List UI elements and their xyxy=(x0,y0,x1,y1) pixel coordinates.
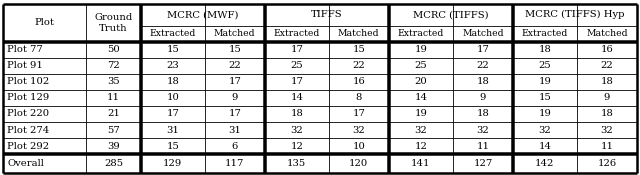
Text: Plot 91: Plot 91 xyxy=(7,61,43,70)
Text: 18: 18 xyxy=(476,110,490,118)
Text: 18: 18 xyxy=(600,77,613,86)
Text: Plot 220: Plot 220 xyxy=(7,110,49,118)
Text: MCRC (TIFFS) Hyp: MCRC (TIFFS) Hyp xyxy=(525,10,625,19)
Text: 16: 16 xyxy=(353,77,365,86)
Text: 120: 120 xyxy=(349,159,369,168)
Text: 10: 10 xyxy=(353,142,365,151)
Text: 15: 15 xyxy=(353,45,365,54)
Text: 25: 25 xyxy=(415,61,428,70)
Text: 8: 8 xyxy=(356,93,362,102)
Text: Plot 102: Plot 102 xyxy=(7,77,49,86)
Text: Extracted: Extracted xyxy=(397,29,444,38)
Text: 18: 18 xyxy=(538,45,551,54)
Text: 32: 32 xyxy=(353,125,365,135)
Text: 17: 17 xyxy=(228,110,241,118)
Text: Matched: Matched xyxy=(586,29,628,38)
Text: Plot: Plot xyxy=(35,18,54,27)
Text: 135: 135 xyxy=(287,159,307,168)
Text: 127: 127 xyxy=(473,159,492,168)
Text: Extracted: Extracted xyxy=(522,29,568,38)
Text: 19: 19 xyxy=(414,45,428,54)
Text: 141: 141 xyxy=(411,159,431,168)
Text: 12: 12 xyxy=(414,142,428,151)
Text: 31: 31 xyxy=(228,125,241,135)
Text: 9: 9 xyxy=(479,93,486,102)
Text: 19: 19 xyxy=(414,110,428,118)
Text: 18: 18 xyxy=(600,110,613,118)
Text: 17: 17 xyxy=(476,45,490,54)
Text: 39: 39 xyxy=(108,142,120,151)
Text: MCRC (MWF): MCRC (MWF) xyxy=(167,10,239,19)
Text: Plot 129: Plot 129 xyxy=(7,93,49,102)
Text: Plot 77: Plot 77 xyxy=(7,45,43,54)
Text: 17: 17 xyxy=(228,77,241,86)
Text: 22: 22 xyxy=(228,61,241,70)
Text: 11: 11 xyxy=(476,142,490,151)
Text: 126: 126 xyxy=(597,159,616,168)
Text: 25: 25 xyxy=(538,61,551,70)
Text: 6: 6 xyxy=(232,142,238,151)
Text: 10: 10 xyxy=(166,93,179,102)
Text: 19: 19 xyxy=(538,77,551,86)
Text: 50: 50 xyxy=(108,45,120,54)
Text: 17: 17 xyxy=(166,110,179,118)
Text: 9: 9 xyxy=(604,93,610,102)
Text: 32: 32 xyxy=(538,125,551,135)
Text: 35: 35 xyxy=(108,77,120,86)
Text: 20: 20 xyxy=(415,77,428,86)
Text: Plot 292: Plot 292 xyxy=(7,142,49,151)
Text: 57: 57 xyxy=(108,125,120,135)
Text: 17: 17 xyxy=(291,45,303,54)
Text: 16: 16 xyxy=(600,45,613,54)
Text: 31: 31 xyxy=(166,125,179,135)
Text: 11: 11 xyxy=(107,93,120,102)
Text: 15: 15 xyxy=(166,142,179,151)
Text: 17: 17 xyxy=(291,77,303,86)
Text: 12: 12 xyxy=(291,142,303,151)
Text: 142: 142 xyxy=(535,159,555,168)
Text: Extracted: Extracted xyxy=(150,29,196,38)
Text: 32: 32 xyxy=(476,125,489,135)
Text: 14: 14 xyxy=(538,142,552,151)
Text: 11: 11 xyxy=(600,142,613,151)
Text: 117: 117 xyxy=(225,159,244,168)
Text: 9: 9 xyxy=(232,93,238,102)
Text: MCRC (TIFFS): MCRC (TIFFS) xyxy=(413,10,489,19)
Text: 22: 22 xyxy=(600,61,613,70)
Text: Matched: Matched xyxy=(214,29,255,38)
Text: Plot 274: Plot 274 xyxy=(7,125,49,135)
Text: Overall: Overall xyxy=(7,159,44,168)
Text: 22: 22 xyxy=(476,61,489,70)
Text: 18: 18 xyxy=(476,77,490,86)
Text: Matched: Matched xyxy=(338,29,380,38)
Text: 21: 21 xyxy=(107,110,120,118)
Text: 32: 32 xyxy=(600,125,613,135)
Text: 14: 14 xyxy=(291,93,303,102)
Text: 17: 17 xyxy=(353,110,365,118)
Text: 129: 129 xyxy=(163,159,182,168)
Text: 22: 22 xyxy=(353,61,365,70)
Text: 32: 32 xyxy=(291,125,303,135)
Text: 14: 14 xyxy=(414,93,428,102)
Text: 285: 285 xyxy=(104,159,123,168)
Text: Extracted: Extracted xyxy=(273,29,320,38)
Text: TIFFS: TIFFS xyxy=(311,10,342,19)
Text: 18: 18 xyxy=(291,110,303,118)
Text: 32: 32 xyxy=(415,125,428,135)
Text: 72: 72 xyxy=(108,61,120,70)
Text: 15: 15 xyxy=(538,93,551,102)
Text: 19: 19 xyxy=(538,110,551,118)
Text: 15: 15 xyxy=(166,45,179,54)
Text: Ground
Truth: Ground Truth xyxy=(95,13,132,33)
Text: Matched: Matched xyxy=(462,29,504,38)
Text: 18: 18 xyxy=(166,77,179,86)
Text: 25: 25 xyxy=(291,61,303,70)
Text: 23: 23 xyxy=(166,61,179,70)
Text: 15: 15 xyxy=(228,45,241,54)
